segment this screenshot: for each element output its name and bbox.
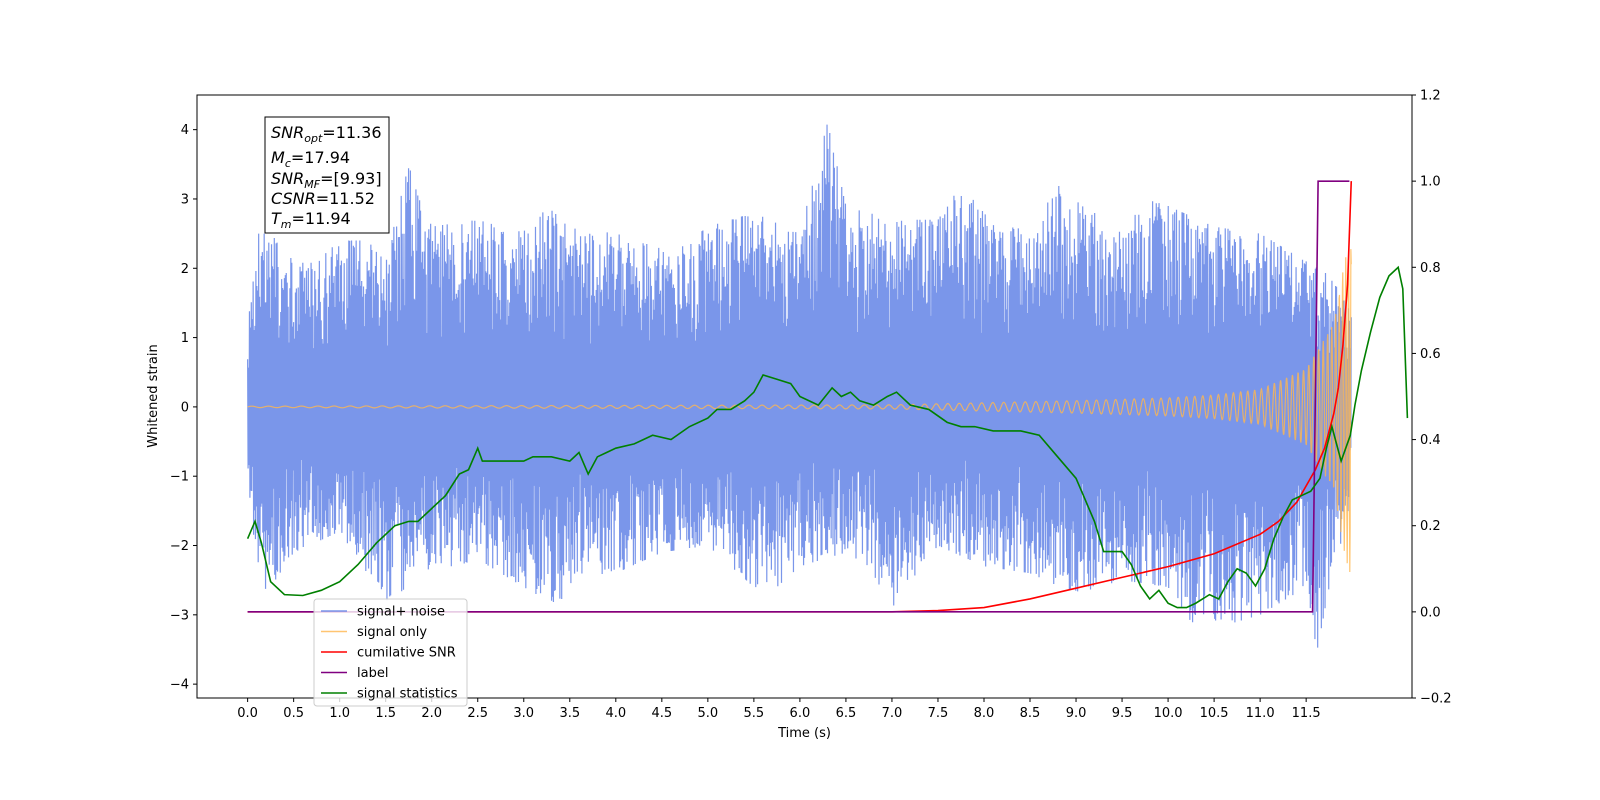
x-tick-label: 1.0 [329,706,350,721]
legend: signal+ noise signal only cumilative SNR la… [313,598,468,707]
series-signal-only-line [247,249,1352,572]
y-left-tick-label: 4 [181,123,189,138]
y-right-tick-label: 0.0 [1420,605,1441,620]
legend-label-signal-noise: signal+ noise [357,605,445,620]
y-right-tick-label: 1.2 [1420,89,1441,104]
legend-label-signal-statistics: signal statistics [357,687,458,702]
annotation-frame [264,116,390,234]
x-tick-label: 11.0 [1246,706,1275,721]
series-signal-noise-line [247,124,1352,648]
y-left-tick-label: −3 [170,608,189,623]
x-tick-label: 0.0 [237,706,258,721]
legend-frame [313,598,468,707]
annotation-line-snr-opt: SNRopt=11.36 [271,123,382,145]
x-tick-label: 4.5 [651,706,672,721]
annotation-line-mc: Mc=17.94 [271,148,350,170]
y-right-tick-label: 0.2 [1420,519,1441,534]
y-left-tick-label: 0 [181,400,189,415]
x-tick-label: 2.0 [421,706,442,721]
plot-area [246,124,1409,648]
axes-ticks: 0.0 0.5 1.0 1.5 2.0 2.5 3.0 3.5 4.0 4.5 5.0 5.5 6.0 6… [170,89,1452,722]
y-left-tick-label: −2 [170,539,189,554]
legend-label-cumilative-snr: cumilative SNR [357,646,456,661]
y-right-tick-label: −0.2 [1420,692,1452,707]
x-tick-label: 3.5 [559,706,580,721]
x-tick-label: 0.5 [283,706,304,721]
x-tick-label: 2.5 [467,706,488,721]
x-tick-label: 4.0 [605,706,626,721]
y-left-tick-label: 2 [181,262,189,277]
y-left-tick-label: −1 [170,470,189,485]
annotation-line-tm: Tm=11.94 [271,209,351,231]
y-right-tick-label: 0.6 [1420,347,1441,362]
x-tick-label: 11.5 [1292,706,1321,721]
y-right-tick-label: 1.0 [1420,175,1441,190]
series-signal-statistics-line [246,265,1409,609]
x-tick-label: 10.0 [1154,706,1183,721]
x-tick-label: 6.0 [790,706,811,721]
y-right-tick-label: 0.4 [1420,433,1441,448]
x-tick-label: 1.5 [375,706,396,721]
y-left-tick-label: −4 [170,678,189,693]
y-right-tick-label: 0.8 [1420,261,1441,276]
x-tick-label: 9.5 [1112,706,1133,721]
series-label-line [247,180,1350,613]
x-axis-label: Time (s) [777,726,831,741]
x-tick-label: 10.5 [1200,706,1229,721]
y-left-tick-label: 3 [181,192,189,207]
x-tick-label: 5.5 [744,706,765,721]
stats-annotation-box: SNRopt=11.36 Mc=17.94 SNRMF=[9.93] CSNR=… [264,116,390,234]
annotation-line-csnr: CSNR=11.52 [271,189,375,208]
x-tick-label: 9.0 [1066,706,1087,721]
legend-label-signal-only: signal only [357,625,427,640]
legend-label-label: label [357,666,388,681]
x-tick-label: 7.5 [928,706,949,721]
series-cumilative-snr-line [247,181,1353,613]
x-tick-label: 7.0 [882,706,903,721]
x-tick-label: 8.0 [974,706,995,721]
x-tick-label: 3.0 [513,706,534,721]
x-tick-label: 8.5 [1020,706,1041,721]
plot-frame [196,94,1413,699]
y-left-tick-label: 1 [181,331,189,346]
y-axis-label-left: Whitened strain [146,344,161,447]
x-tick-label: 5.0 [698,706,719,721]
x-tick-label: 6.5 [836,706,857,721]
annotation-line-snr-mf: SNRMF=[9.93] [271,169,382,191]
